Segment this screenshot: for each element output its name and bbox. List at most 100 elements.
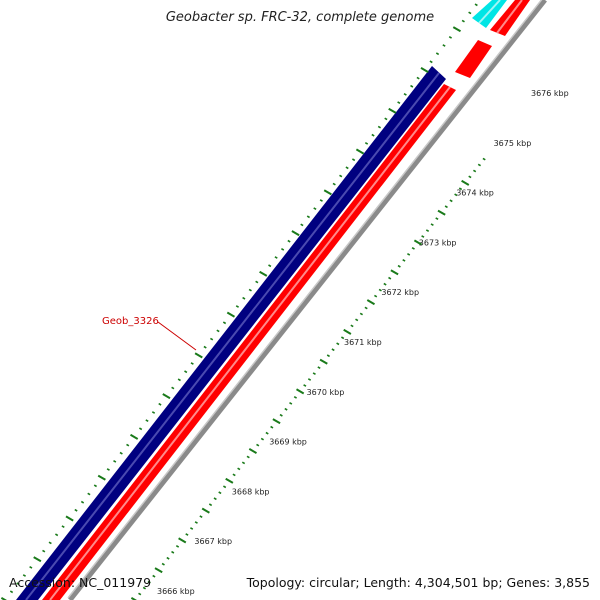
scale-minor-tick — [373, 294, 378, 298]
scale-minor-tick — [421, 235, 425, 238]
scale-minor-tick — [477, 163, 482, 167]
outer-major-tick — [129, 433, 139, 440]
scale-major-tick — [343, 328, 352, 335]
outer-minor-tick — [461, 19, 465, 23]
scale-minor-tick — [378, 288, 382, 292]
outer-minor-tick — [397, 101, 401, 104]
scale-major-tick — [201, 507, 210, 514]
scale-minor-tick — [256, 443, 260, 447]
genome-backbone — [68, 0, 547, 600]
outer-major-tick — [323, 189, 332, 196]
outer-minor-tick — [280, 248, 285, 251]
scale-minor-tick — [317, 366, 321, 369]
outer-minor-tick — [74, 508, 78, 512]
scale-minor-tick — [171, 550, 175, 554]
outer-minor-tick — [416, 76, 420, 80]
outer-minor-tick — [332, 182, 336, 186]
scale-minor-tick — [152, 574, 156, 578]
outer-minor-tick — [448, 36, 453, 39]
scale-major-tick — [390, 269, 399, 276]
scale-minor-tick — [293, 396, 298, 399]
rna-feature-highlight — [478, 0, 501, 24]
scale-minor-tick — [237, 467, 241, 471]
outer-minor-tick — [300, 223, 304, 227]
scale-labels: 3666 kbp 3667 kbp 3668 kbp 3669 kbp 3670 kbp… — [157, 89, 569, 596]
outer-minor-tick — [126, 443, 130, 447]
scale-minor-tick — [218, 491, 222, 495]
outer-minor-tick — [313, 207, 317, 210]
scale-minor-tick — [199, 515, 203, 518]
outer-minor-tick — [345, 166, 349, 170]
outer-minor-tick — [42, 549, 46, 553]
scale-minor-tick — [340, 336, 345, 340]
gene-label-leader — [157, 321, 197, 351]
outer-minor-tick — [468, 11, 472, 15]
scale-minor-tick — [468, 175, 472, 179]
scale-minor-tick — [359, 312, 364, 316]
outer-major-tick — [259, 270, 268, 277]
outer-minor-tick — [29, 566, 33, 569]
scale-minor-tick — [246, 455, 250, 459]
scale-label: 3667 kbp — [194, 537, 232, 546]
outer-minor-tick — [61, 525, 65, 528]
scale-major-tick — [437, 209, 446, 216]
outer-minor-tick — [22, 574, 27, 577]
scale-minor-tick — [284, 407, 288, 411]
map-title: Geobacter sp. FRC-32, complete genome — [165, 10, 435, 25]
outer-major-tick — [33, 556, 42, 563]
topology-text: Topology: circular; Length: 4,304,501 bp… — [246, 575, 590, 590]
scale-minor-tick — [138, 592, 142, 596]
scale-minor-tick — [472, 169, 477, 173]
outer-minor-tick — [48, 541, 52, 545]
outer-minor-tick — [119, 451, 123, 455]
outer-tick-row — [0, 3, 478, 600]
forward-gene-top-highlight — [496, 0, 523, 34]
outer-minor-tick — [429, 60, 433, 64]
scale-minor-tick — [454, 193, 458, 197]
scale-minor-tick — [260, 437, 265, 441]
scale-minor-tick — [411, 247, 415, 250]
forward-gene-long-highlight — [49, 86, 451, 600]
outer-minor-tick — [371, 133, 375, 137]
scale-major-tick — [154, 567, 163, 574]
outer-minor-tick — [145, 419, 149, 422]
scale-minor-tick — [241, 461, 246, 465]
scale-minor-tick — [213, 497, 217, 501]
outer-minor-tick — [80, 500, 85, 504]
gene-label-geob-3326[interactable]: Geob_3326 — [102, 316, 159, 327]
outer-minor-tick — [287, 239, 291, 243]
outer-major-tick — [65, 515, 74, 522]
outer-minor-tick — [319, 199, 323, 202]
scale-label: 3670 kbp — [307, 388, 345, 397]
scale-minor-tick — [336, 342, 340, 346]
scale-minor-tick — [435, 217, 439, 220]
gene-geob-3326[interactable] — [16, 66, 446, 600]
forward-gene-upper[interactable] — [455, 40, 492, 78]
outer-minor-tick — [113, 460, 117, 463]
scale-minor-tick — [289, 402, 293, 405]
outer-minor-tick — [9, 590, 14, 594]
forward-gene-long[interactable] — [42, 84, 456, 600]
outer-minor-tick — [410, 84, 414, 88]
scale-minor-tick — [355, 318, 359, 322]
scale-major-tick — [130, 597, 137, 600]
scale-minor-tick — [189, 527, 194, 530]
scale-tick-row — [130, 157, 486, 600]
outer-minor-tick — [306, 215, 311, 219]
scale-minor-tick — [265, 431, 269, 435]
scale-minor-tick — [425, 229, 430, 232]
outer-minor-tick — [435, 52, 440, 56]
outer-minor-tick — [384, 117, 388, 121]
scale-minor-tick — [482, 157, 486, 161]
outer-minor-tick — [242, 296, 246, 300]
scale-minor-tick — [222, 485, 227, 489]
forward-gene-top[interactable] — [490, 0, 530, 36]
scale-major-tick — [295, 388, 305, 395]
outer-major-tick — [355, 148, 365, 155]
outer-minor-tick — [339, 174, 343, 178]
outer-minor-tick — [255, 280, 259, 284]
scale-label: 3666 kbp — [157, 587, 195, 596]
outer-minor-tick — [138, 427, 143, 431]
